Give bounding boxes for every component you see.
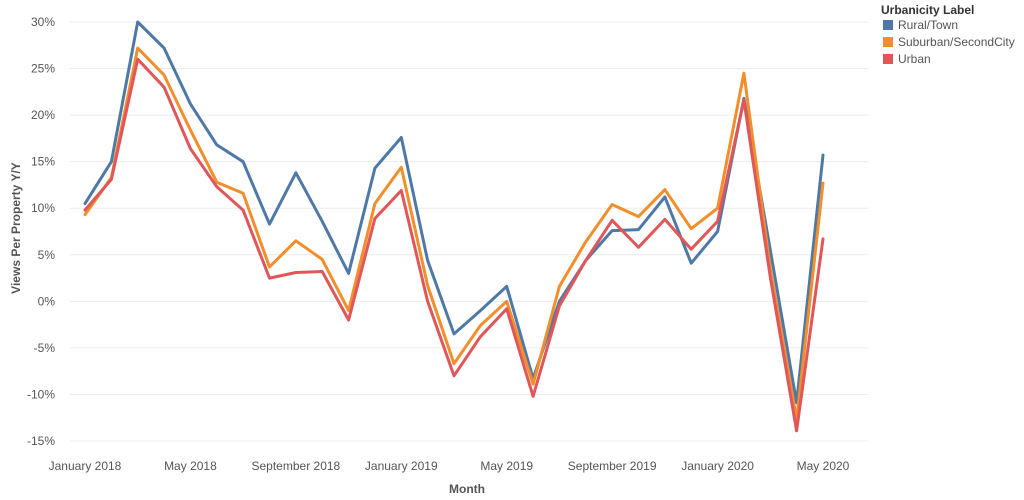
legend-label: Rural/Town — [898, 18, 958, 32]
x-tick-label: May 2018 — [164, 459, 217, 473]
legend-swatch — [883, 20, 893, 30]
y-tick-label: -15% — [27, 434, 55, 448]
series-line-rural-town — [83, 20, 825, 405]
x-tick-label: May 2019 — [480, 459, 533, 473]
x-tick-label: January 2018 — [49, 459, 122, 473]
y-tick-label: 20% — [31, 108, 55, 122]
legend-label: Urban — [898, 52, 931, 66]
gridlines — [70, 21, 868, 442]
legend-items: Rural/Town Suburban/SecondCity Urban — [883, 18, 1015, 66]
x-tick-label: January 2019 — [365, 459, 438, 473]
series-line-suburban-secondcity — [83, 46, 825, 422]
y-tick-label: 15% — [31, 155, 55, 169]
series-line-urban — [83, 57, 825, 433]
y-tick-label: 5% — [38, 248, 56, 262]
y-tick-label: 30% — [31, 15, 55, 29]
y-tick-label: 10% — [31, 201, 55, 215]
y-tick-label: 25% — [31, 62, 55, 76]
x-tick-label: January 2020 — [681, 459, 754, 473]
legend: Urbanicity Label Rural/Town Suburban/Seco… — [881, 3, 1015, 66]
legend-title: Urbanicity Label — [881, 3, 974, 17]
legend-label: Suburban/SecondCity — [898, 35, 1015, 49]
x-axis-title: Month — [449, 482, 485, 496]
y-axis-ticks: -15% -10% -5% 0% 5% 10% 15% 20% 25% 30% — [27, 15, 55, 448]
x-tick-label: May 2020 — [797, 459, 850, 473]
x-axis-ticks: January 2018 May 2018 September 2018 Januar… — [49, 459, 850, 473]
legend-swatch — [883, 37, 893, 47]
series-lines — [83, 20, 825, 433]
y-tick-label: 0% — [38, 294, 56, 308]
x-tick-label: September 2019 — [568, 459, 657, 473]
y-tick-label: -10% — [27, 387, 55, 401]
y-tick-label: -5% — [34, 341, 56, 355]
y-axis-title: Views Per Property Y/Y — [9, 162, 23, 294]
legend-swatch — [883, 54, 893, 64]
x-tick-label: September 2018 — [251, 459, 340, 473]
